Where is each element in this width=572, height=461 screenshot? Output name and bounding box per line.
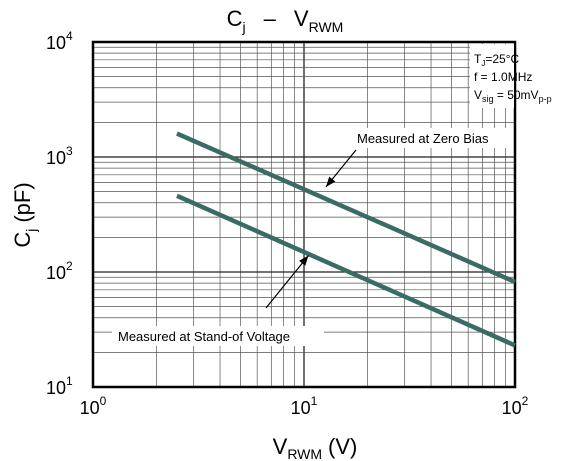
y-axis-label-main: C xyxy=(10,232,35,248)
x-axis-label-unit: (V) xyxy=(328,434,357,459)
condition-temperature: TJ=25°C xyxy=(474,52,519,68)
cond-t: T xyxy=(474,52,482,66)
y-axis-label: Cj (pF) xyxy=(10,182,39,247)
y-tick-label: 104 xyxy=(46,29,73,53)
cond-v-sub2: p-p xyxy=(539,94,552,104)
annotation-arrows xyxy=(265,149,357,309)
title-dash: – xyxy=(264,6,277,31)
x-tick-label: 100 xyxy=(80,394,107,418)
arrow-standoff-shaft xyxy=(265,255,309,309)
y-tick-labels: 101 102 103 104 xyxy=(46,29,73,398)
arrow-standoff-head xyxy=(299,255,309,266)
cond-t-sub: J xyxy=(481,59,485,68)
x-axis-label: VRWM (V) xyxy=(273,434,358,461)
title-cj: C xyxy=(227,6,243,31)
condition-frequency: f = 1.0MHz xyxy=(474,70,532,84)
annotation-standoff-bg xyxy=(112,326,324,346)
condition-vsig: Vsig = 50mVp-p xyxy=(474,88,552,104)
x-axis-label-sub: RWM xyxy=(287,446,322,461)
y-tick-label: 101 xyxy=(46,374,73,398)
annotation-zero-bias: Measured at Zero Bias xyxy=(357,131,489,146)
x-tick-label: 101 xyxy=(291,394,318,418)
title-v-sub: RWM xyxy=(309,19,344,35)
cond-v-val: = 50mV xyxy=(494,88,539,102)
y-tick-label: 102 xyxy=(46,259,73,283)
cond-v-sub: sig xyxy=(482,94,494,104)
title-v: V xyxy=(294,6,309,31)
title-cj-sub: j xyxy=(242,19,246,35)
annotation-zero-bias-bg xyxy=(350,128,512,148)
y-axis-label-sub: j xyxy=(23,229,39,233)
x-axis-label-main: V xyxy=(273,434,288,459)
cond-t-val: =25°C xyxy=(485,52,519,66)
plot-frame xyxy=(91,40,517,389)
annotation-standoff: Measured at Stand-of Voltage xyxy=(118,329,290,344)
cond-f: f = 1.0MHz xyxy=(474,70,532,84)
series-line-1 xyxy=(176,131,516,284)
x-tick-label: 102 xyxy=(502,394,529,418)
y-axis-label-unit: (pF) xyxy=(10,182,35,222)
series-line-2 xyxy=(176,193,516,348)
cond-v: V xyxy=(474,88,482,102)
chart-title: Cj – VRWM xyxy=(227,6,344,35)
series-lines xyxy=(176,131,516,348)
conditions-box xyxy=(470,44,514,108)
x-tick-labels: 100 101 102 xyxy=(80,394,529,418)
arrow-zero-bias-head xyxy=(326,176,336,187)
y-tick-label: 103 xyxy=(46,144,73,168)
